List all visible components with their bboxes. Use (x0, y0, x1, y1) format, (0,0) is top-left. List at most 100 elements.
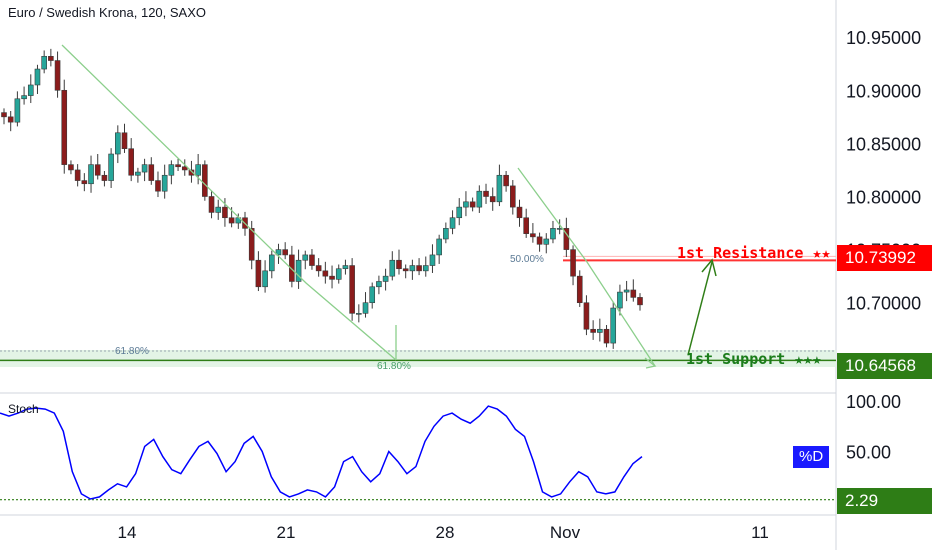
candle-body (516, 206, 523, 219)
resistance-label: 1st Resistance ★★ (677, 244, 831, 262)
candle-body (7, 116, 14, 123)
candle-body (115, 132, 121, 155)
stoch-label: Stoch (8, 402, 39, 416)
chart-title: Euro / Swedish Krona, 120, SAXO (8, 5, 206, 20)
candle-body (195, 164, 201, 176)
resistance-price-tag: 10.73992 (837, 245, 932, 271)
candle-body (27, 84, 34, 96)
candle-body (617, 291, 623, 309)
candle-body (610, 307, 617, 344)
price-tick-label: 10.80000 (846, 188, 921, 208)
candle-body (496, 174, 503, 203)
candle-body (208, 196, 215, 213)
candle-body (576, 275, 583, 304)
candle-body (335, 268, 342, 280)
candle-body (88, 164, 94, 185)
candle-body (135, 171, 141, 176)
candle-body (443, 228, 449, 240)
candle-body (148, 164, 155, 181)
fib-label: 61.80% (377, 361, 411, 372)
candle-body (222, 206, 228, 219)
price-tick-label: 10.70000 (846, 294, 921, 314)
candle-body (396, 259, 402, 270)
candle-body (463, 201, 469, 208)
support-zone (0, 350, 836, 367)
candle-body (255, 259, 262, 288)
fib-label: 61.80% (115, 346, 149, 357)
candle-body (61, 89, 68, 165)
candle-body (108, 153, 114, 181)
candle-body (48, 55, 54, 61)
candle-body (590, 328, 596, 333)
support-price-tag: 10.64568 (837, 353, 932, 379)
candle-body (389, 259, 396, 277)
candle-body (329, 275, 335, 280)
candle-body (489, 196, 496, 203)
candle-body (382, 275, 389, 282)
x-tick-label: Nov (550, 523, 581, 542)
candle-body (54, 60, 61, 91)
candle-body (215, 206, 222, 213)
candle-body (349, 265, 355, 314)
percent-d-tag: %D (793, 446, 830, 468)
candle-body (121, 132, 128, 150)
candle-body (175, 164, 181, 168)
candle-body (262, 270, 268, 288)
candle-body (181, 166, 188, 171)
fib-label: 50.00% (510, 254, 544, 265)
x-tick-label: 21 (277, 523, 296, 542)
up-arrow-shaft (687, 261, 713, 356)
candle-body (289, 254, 295, 282)
candle-body (228, 217, 235, 224)
candle-body (376, 281, 382, 288)
candle-body (302, 254, 309, 261)
candle-body (523, 217, 529, 234)
candle-body (530, 233, 536, 238)
candle-body (309, 254, 315, 266)
candle-body (168, 164, 175, 176)
candle-body (155, 180, 161, 192)
candle-body (369, 286, 376, 304)
candle-body (402, 268, 409, 272)
downtrend-line-1 (61, 44, 397, 361)
candle-body (34, 68, 41, 86)
candle-body (637, 297, 643, 306)
candle-body (362, 302, 369, 314)
candle-body (161, 174, 168, 192)
candle-body (483, 190, 489, 197)
candle-body (422, 265, 429, 272)
candle-body (436, 238, 442, 256)
price-tick-label: 10.85000 (846, 134, 921, 154)
candle-body (21, 95, 27, 100)
candle-body (597, 328, 603, 333)
candle-body (282, 249, 288, 256)
candle-body (536, 236, 543, 245)
candle-body (509, 185, 516, 208)
candle-body (128, 148, 134, 176)
candle-body (556, 228, 563, 230)
up-arrow-head (701, 258, 717, 277)
stoch-tick-label: 100.00 (846, 392, 901, 412)
candle-body (570, 249, 576, 277)
candle-body (101, 174, 108, 181)
price-tick-label: 10.90000 (846, 81, 921, 101)
x-tick-label: 11 (751, 523, 769, 542)
support-label: 1st Support ★★★ (686, 350, 822, 368)
candle-body (188, 169, 195, 176)
projection-arrowhead (644, 357, 657, 369)
candle-body (81, 180, 88, 185)
candle-body (14, 98, 21, 123)
candle-body (141, 164, 148, 173)
candle-body (356, 313, 362, 315)
candle-body (543, 238, 550, 245)
candle-body (74, 169, 81, 181)
candle-body (583, 302, 590, 330)
stoch-tick-label: 50.00 (846, 443, 891, 463)
candle-body (1, 112, 7, 118)
candle-body (248, 228, 255, 261)
x-tick-label: 14 (118, 523, 137, 542)
candle-body (449, 217, 456, 229)
candle-body (275, 249, 282, 256)
candle-body (429, 254, 436, 266)
